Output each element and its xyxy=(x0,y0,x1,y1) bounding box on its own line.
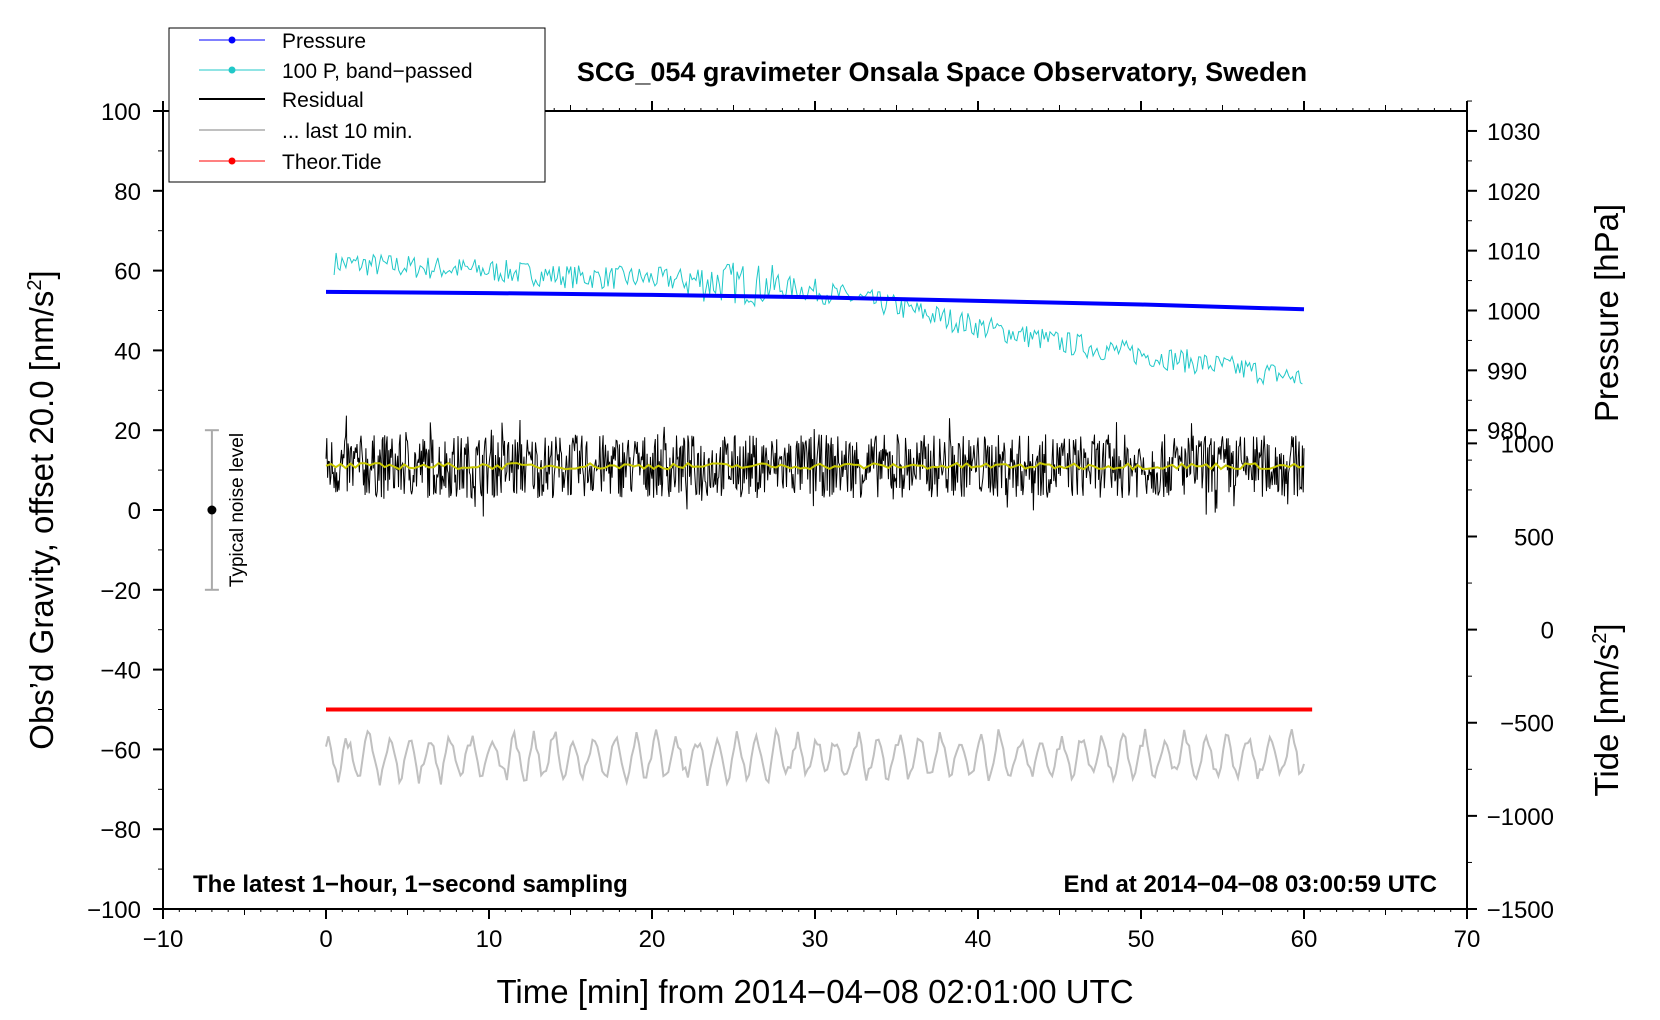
tide-axis-title: Tide [nm/s2] xyxy=(1588,623,1625,796)
tick-layer: −10 0 10 20 30 40 50 60 70−100−80−60−40−20020406… xyxy=(87,99,1554,953)
series-residual-line xyxy=(325,415,1305,517)
legend-item-pressure: Pressure xyxy=(199,30,366,53)
legend-label-residual: Residual xyxy=(282,89,364,112)
end-time-note: End at 2014−04−08 03:00:59 UTC xyxy=(1063,871,1437,898)
legend-box xyxy=(168,27,546,183)
sampling-note: The latest 1−hour, 1−second sampling xyxy=(193,871,628,898)
legend-item-last-10-min: ... last 10 min. xyxy=(199,120,413,143)
legend-item-theor-tide: Theor.Tide xyxy=(199,151,382,174)
x-axis-title: Time [min] from 2014−04−08 02:01:00 UTC xyxy=(496,973,1133,1010)
x-tick-label: −10 xyxy=(143,926,184,953)
x-tick-label: 10 xyxy=(476,926,503,953)
y-tick-label: −60 xyxy=(100,737,141,764)
pressure-tick-label: 1010 xyxy=(1487,239,1540,266)
pressure-tick-label: 1000 xyxy=(1487,299,1540,326)
plot-frame xyxy=(162,110,1468,910)
y-tick-label: 20 xyxy=(114,418,141,445)
y-tick-label: −20 xyxy=(100,578,141,605)
pressure-tick-label: 1030 xyxy=(1487,119,1540,146)
legend: Pressure 100 P, band−passed Residual ...… xyxy=(168,27,546,183)
y-tick-label: 0 xyxy=(128,498,141,525)
x-tick-label: 30 xyxy=(802,926,829,953)
series-band-passed-line xyxy=(333,252,1303,386)
y-tick-label: −80 xyxy=(100,817,141,844)
noise-bar-center-dot xyxy=(207,505,217,515)
tide-tick-label: −1500 xyxy=(1487,897,1554,924)
series-last-10-min-line xyxy=(325,726,1305,787)
tide-tick-label: 1000 xyxy=(1501,431,1554,458)
legend-dot-band-passed xyxy=(228,66,236,74)
data-layer xyxy=(204,252,1313,787)
x-tick-label: 40 xyxy=(965,926,992,953)
pressure-axis-title: Pressure [hPa] xyxy=(1588,204,1625,422)
y-tick-label: 80 xyxy=(114,179,141,206)
x-tick-label: 0 xyxy=(319,926,332,953)
y-tick-label: −40 xyxy=(100,658,141,685)
series-pressure-line xyxy=(325,289,1305,312)
noise-level-label: Typical noise level xyxy=(227,433,248,587)
tide-tick-label: 0 xyxy=(1541,618,1554,645)
y-tick-label: 100 xyxy=(101,99,141,126)
legend-label-theor-tide: Theor.Tide xyxy=(282,151,382,174)
legend-dot-pressure xyxy=(228,36,236,44)
tide-tick-label: 500 xyxy=(1514,524,1554,551)
tide-tick-label: −1000 xyxy=(1487,804,1554,831)
y-tick-label: 40 xyxy=(114,338,141,365)
legend-dot-theor-tide xyxy=(228,157,236,165)
legend-label-band-passed: 100 P, band−passed xyxy=(282,60,473,83)
legend-label-last-10-min: ... last 10 min. xyxy=(282,120,413,143)
y-tick-label: 60 xyxy=(114,259,141,286)
tide-tick-label: −500 xyxy=(1500,711,1554,738)
y-axis-title: Obs’d Gravity, offset 20.0 [nm/s2] xyxy=(23,270,60,749)
series-smoothed-residual-line xyxy=(325,461,1305,471)
tide-axis-title-sup: 2 xyxy=(1589,633,1611,644)
legend-label-pressure: Pressure xyxy=(282,30,366,53)
pressure-tick-label: 990 xyxy=(1487,358,1527,385)
legend-item-residual: Residual xyxy=(199,89,364,112)
pressure-tick-label: 980 xyxy=(1487,418,1527,445)
pressure-tick-label: 1020 xyxy=(1487,179,1540,206)
legend-item-band-passed: 100 P, band−passed xyxy=(199,60,473,83)
x-tick-label: 20 xyxy=(639,926,666,953)
x-tick-label: 50 xyxy=(1128,926,1155,953)
chart-title: SCG_054 gravimeter Onsala Space Observat… xyxy=(577,57,1307,87)
y-tick-label: −100 xyxy=(87,897,141,924)
x-tick-label: 60 xyxy=(1291,926,1318,953)
x-tick-label: 70 xyxy=(1454,926,1481,953)
y-axis-title-sup: 2 xyxy=(24,279,46,290)
